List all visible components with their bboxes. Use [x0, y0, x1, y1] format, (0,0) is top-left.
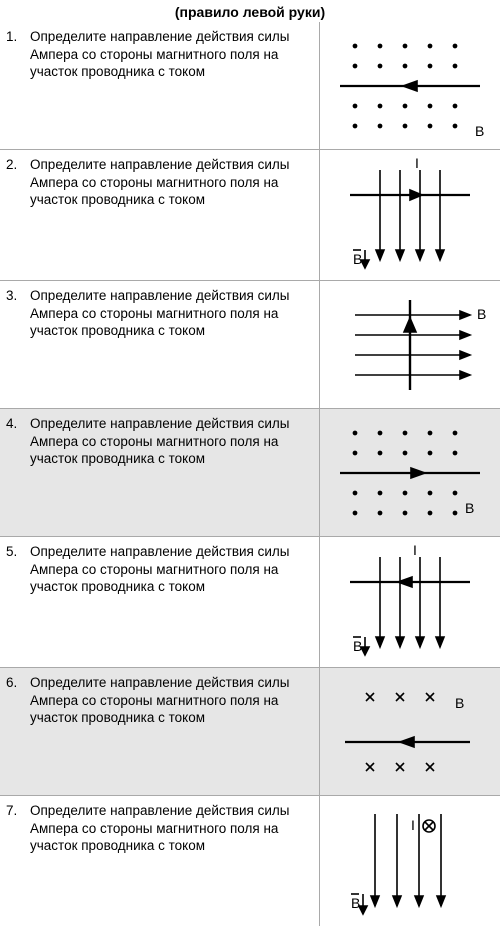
task-number: 5. [6, 543, 30, 661]
svg-text:B: B [353, 251, 362, 267]
svg-text:I: I [411, 817, 415, 833]
task-prompt: Определите направление действия силы Амп… [30, 415, 311, 530]
text-cell: 5. Определите направление действия силы … [0, 537, 320, 667]
svg-text:I: I [413, 542, 417, 558]
svg-text:B: B [477, 306, 486, 322]
diagram-1: B [325, 26, 495, 146]
svg-text:I: I [415, 155, 419, 171]
diagram-cell: B [320, 668, 500, 795]
text-cell: 2. Определите направление действия силы … [0, 150, 320, 280]
diagram-5: I B [325, 537, 495, 667]
task-prompt: Определите направление действия силы Амп… [30, 674, 311, 789]
task-row: 5. Определите направление действия силы … [0, 537, 500, 668]
task-number: 1. [6, 28, 30, 143]
svg-text:B: B [351, 895, 360, 911]
svg-text:B: B [455, 695, 464, 711]
text-cell: 1. Определите направление действия силы … [0, 22, 320, 149]
task-prompt: Определите направление действия силы Амп… [30, 28, 311, 143]
task-row: 3. Определите направление действия силы … [0, 281, 500, 409]
task-prompt: Определите направление действия силы Амп… [30, 543, 311, 661]
diagram-cell: I B [320, 537, 500, 667]
diagram-2: I B [325, 150, 495, 280]
task-row: 1. Определите направление действия силы … [0, 22, 500, 150]
task-number: 7. [6, 802, 30, 920]
task-row: 4. Определите направление действия силы … [0, 409, 500, 537]
task-number: 3. [6, 287, 30, 402]
task-row: 7. Определите направление действия силы … [0, 796, 500, 926]
task-prompt: Определите направление действия силы Амп… [30, 287, 311, 402]
diagram-cell: I B [320, 796, 500, 926]
diagram-cell: B [320, 409, 500, 536]
diagram-4: B [325, 413, 495, 533]
text-cell: 7. Определите направление действия силы … [0, 796, 320, 926]
task-number: 4. [6, 415, 30, 530]
task-number: 2. [6, 156, 30, 274]
svg-text:B: B [465, 500, 474, 516]
diagram-cell: B [320, 22, 500, 149]
diagram-3: B [325, 285, 495, 405]
text-cell: 6. Определите направление действия силы … [0, 668, 320, 795]
diagram-cell: I B [320, 150, 500, 280]
svg-text:B: B [475, 123, 484, 139]
text-cell: 3. Определите направление действия силы … [0, 281, 320, 408]
task-prompt: Определите направление действия силы Амп… [30, 802, 311, 920]
text-cell: 4. Определите направление действия силы … [0, 409, 320, 536]
task-prompt: Определите направление действия силы Амп… [30, 156, 311, 274]
diagram-7: I B [325, 796, 495, 926]
task-row: 2. Определите направление действия силы … [0, 150, 500, 281]
task-row: 6. Определите направление действия силы … [0, 668, 500, 796]
task-number: 6. [6, 674, 30, 789]
diagram-6: B [325, 672, 495, 792]
page-title: (правило левой руки) [0, 0, 500, 22]
diagram-cell: B [320, 281, 500, 408]
svg-text:B: B [353, 638, 362, 654]
